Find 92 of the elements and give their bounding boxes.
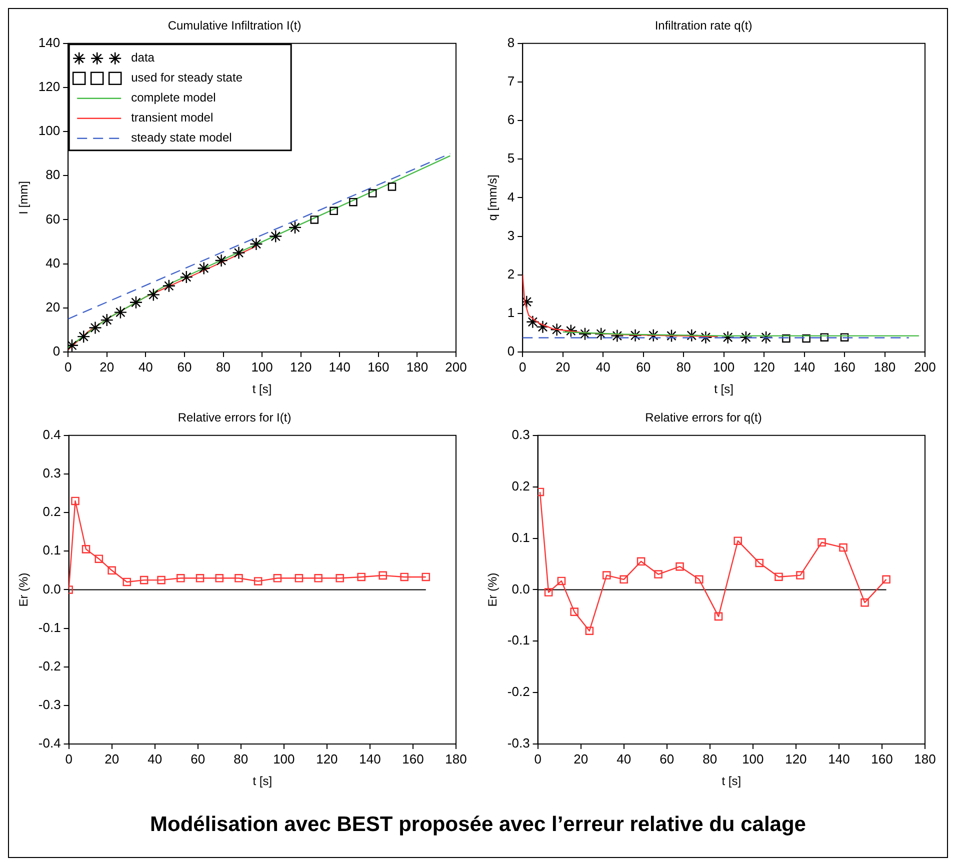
y-tick-label: 0.4: [42, 426, 61, 442]
x-tick-label: 0: [65, 751, 72, 766]
y-tick-label: 2: [507, 266, 515, 282]
x-tick-label: 160: [834, 359, 856, 374]
y-tick-label: -0.3: [507, 736, 530, 751]
x-tick-label: 60: [660, 751, 674, 766]
y-tick-label: -0.1: [507, 632, 530, 648]
x-tick-label: 100: [712, 359, 735, 374]
x-tick-label: 180: [914, 751, 936, 766]
x-tick-label: 140: [828, 751, 850, 766]
y-tick-label: 0.1: [512, 530, 530, 545]
x-tick-label: 0: [64, 359, 72, 374]
legend-label: steady state model: [131, 130, 232, 145]
legend-label: complete model: [131, 90, 216, 105]
x-tick-label: 40: [148, 751, 162, 766]
legend-label: transient model: [131, 110, 214, 125]
x-tick-label: 120: [753, 359, 775, 374]
x-tick-label: 180: [874, 359, 896, 374]
y-tick-label: 0.2: [512, 478, 530, 494]
y-tick-label: 5: [507, 150, 515, 166]
x-tick-label: 100: [742, 751, 764, 766]
y-tick-label: 7: [507, 74, 515, 89]
y-tick-label: 3: [507, 228, 515, 243]
x-tick-label: 100: [273, 751, 295, 766]
y-tick-label: 1: [507, 305, 515, 320]
y-axis-title: q [mm/s]: [486, 174, 500, 221]
x-tick-label: 0: [534, 751, 542, 766]
text: Modélisation avec BEST proposée avec l’erreur relative du calage: [149, 813, 807, 837]
x-axis-title: t [s]: [252, 774, 272, 788]
y-tick-label: 4: [507, 189, 515, 204]
x-tick-label: 60: [636, 359, 651, 374]
x-tick-label: 120: [290, 359, 312, 374]
y-tick-label: 120: [38, 79, 60, 94]
x-tick-label: 20: [556, 359, 570, 374]
x-tick-label: 80: [234, 751, 248, 766]
y-tick-label: 0: [507, 344, 515, 359]
x-tick-label: 160: [368, 359, 390, 374]
x-axis-title: t [s]: [714, 382, 734, 396]
y-tick-label: -0.2: [507, 684, 530, 700]
x-tick-label: 40: [138, 359, 153, 374]
y-tick-label: 140: [38, 34, 60, 50]
x-tick-label: 160: [871, 751, 893, 766]
x-tick-label: 40: [616, 751, 632, 766]
x-axis-title: t [s]: [252, 382, 272, 396]
y-tick-label: -0.1: [38, 620, 61, 635]
x-tick-label: 60: [190, 751, 206, 766]
y-tick-label: 0.3: [42, 466, 61, 481]
x-tick-label: 20: [100, 359, 114, 374]
y-tick-label: 8: [507, 34, 515, 50]
x-tick-label: 100: [251, 359, 273, 374]
y-tick-label: 0.0: [512, 581, 530, 596]
chart-title: Infiltration rate q(t): [654, 18, 752, 33]
x-tick-label: 20: [574, 751, 588, 766]
x-tick-label: 60: [177, 359, 192, 374]
y-tick-label: 100: [38, 123, 60, 138]
y-tick-label: 40: [46, 255, 60, 270]
chart-title: Relative errors for I(t): [178, 410, 292, 425]
y-tick-label: 60: [46, 211, 60, 226]
legend-label: used for steady state: [131, 70, 243, 85]
y-tick-label: -0.4: [38, 736, 61, 751]
y-tick-label: 80: [46, 167, 60, 182]
x-tick-label: 160: [402, 751, 424, 766]
x-tick-label: 180: [406, 359, 428, 374]
y-tick-label: 0.0: [42, 581, 61, 596]
x-tick-label: 200: [914, 359, 936, 374]
x-tick-label: 80: [216, 359, 230, 374]
y-tick-label: -0.3: [38, 697, 61, 712]
chart-title: Relative errors for q(t): [645, 410, 762, 425]
x-tick-label: 200: [445, 359, 467, 374]
y-axis-title: Er (%): [16, 572, 31, 607]
y-tick-label: 0.2: [42, 504, 61, 520]
y-tick-label: 0: [52, 344, 60, 359]
x-tick-label: 80: [676, 359, 691, 374]
x-tick-label: 140: [359, 751, 381, 766]
x-tick-label: 120: [785, 751, 807, 766]
chart-title: Cumulative Infiltration I(t): [168, 18, 302, 33]
x-tick-label: 40: [596, 359, 610, 374]
x-tick-label: 140: [328, 359, 350, 374]
y-tick-label: 20: [46, 299, 60, 314]
y-tick-label: -0.2: [38, 658, 61, 674]
x-tick-label: 80: [702, 751, 718, 766]
x-tick-label: 140: [793, 359, 816, 374]
x-axis-title: t [s]: [722, 774, 742, 788]
y-tick-label: 0.3: [512, 426, 530, 442]
legend-label: data: [131, 50, 155, 65]
y-tick-label: 6: [507, 112, 515, 128]
x-tick-label: 180: [445, 751, 467, 766]
x-tick-label: 120: [316, 751, 338, 766]
y-axis-title: Er (%): [486, 572, 500, 607]
x-tick-label: 20: [104, 751, 120, 766]
y-tick-label: 0.1: [42, 542, 61, 558]
y-axis-title: I [mm]: [16, 181, 31, 214]
